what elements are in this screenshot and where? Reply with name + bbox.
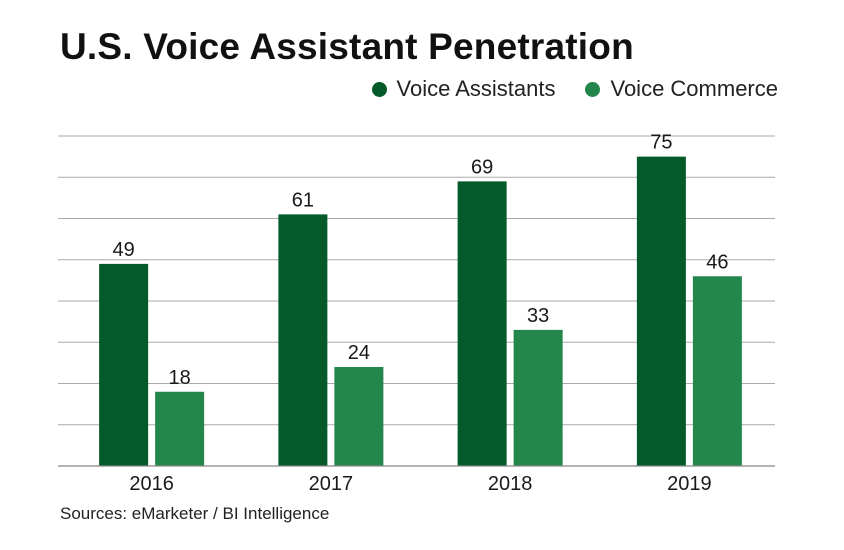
- data-label-voice-commerce-2017: 24: [348, 342, 370, 364]
- bar-voice-assistants-2016[interactable]: [99, 263, 149, 466]
- bar-voice-assistants-2019[interactable]: [636, 156, 686, 466]
- chart-title: U.S. Voice Assistant Penetration: [60, 26, 634, 67]
- legend-item-voice-commerce[interactable]: Voice Commerce: [585, 76, 778, 102]
- source-note: Sources: eMarketer / BI Intelligence: [60, 504, 330, 523]
- x-tick-label-2018: 2018: [488, 473, 533, 495]
- data-label-voice-assistants-2017: 61: [292, 189, 314, 211]
- legend: Voice Assistants Voice Commerce: [371, 76, 778, 102]
- x-axis: 2016 2017 2018 2019: [58, 465, 775, 495]
- bar-voice-assistants-2018[interactable]: [457, 181, 507, 466]
- x-tick-label-2016: 2016: [129, 473, 174, 495]
- data-label-voice-commerce-2018: 33: [527, 305, 549, 327]
- data-label-voice-assistants-2016: 49: [113, 239, 135, 261]
- bar-voice-commerce-2016[interactable]: [155, 391, 205, 466]
- data-labels: 49 18 61 24 69 33 75 46: [113, 132, 729, 389]
- legend-label-voice-assistants: Voice Assistants: [396, 76, 556, 101]
- data-label-voice-commerce-2019: 46: [706, 251, 728, 273]
- legend-label-voice-commerce: Voice Commerce: [610, 76, 778, 101]
- legend-swatch-voice-commerce: [585, 81, 601, 97]
- legend-swatch-voice-assistants: [371, 81, 387, 97]
- bar-chart: 49 18 61 24 69 33 75 46 2016 2017 2018 2019: [58, 132, 775, 495]
- x-tick-label-2017: 2017: [309, 473, 354, 495]
- bars: [99, 156, 742, 466]
- bar-voice-commerce-2017[interactable]: [334, 367, 384, 466]
- data-label-voice-assistants-2019: 75: [650, 132, 672, 154]
- bar-voice-commerce-2018[interactable]: [513, 329, 563, 466]
- x-tick-label-2019: 2019: [667, 473, 712, 495]
- data-label-voice-commerce-2016: 18: [169, 367, 191, 389]
- data-label-voice-assistants-2018: 69: [471, 156, 493, 178]
- bar-voice-commerce-2019[interactable]: [692, 276, 742, 466]
- bar-voice-assistants-2017[interactable]: [278, 214, 328, 466]
- legend-item-voice-assistants[interactable]: Voice Assistants: [371, 76, 556, 102]
